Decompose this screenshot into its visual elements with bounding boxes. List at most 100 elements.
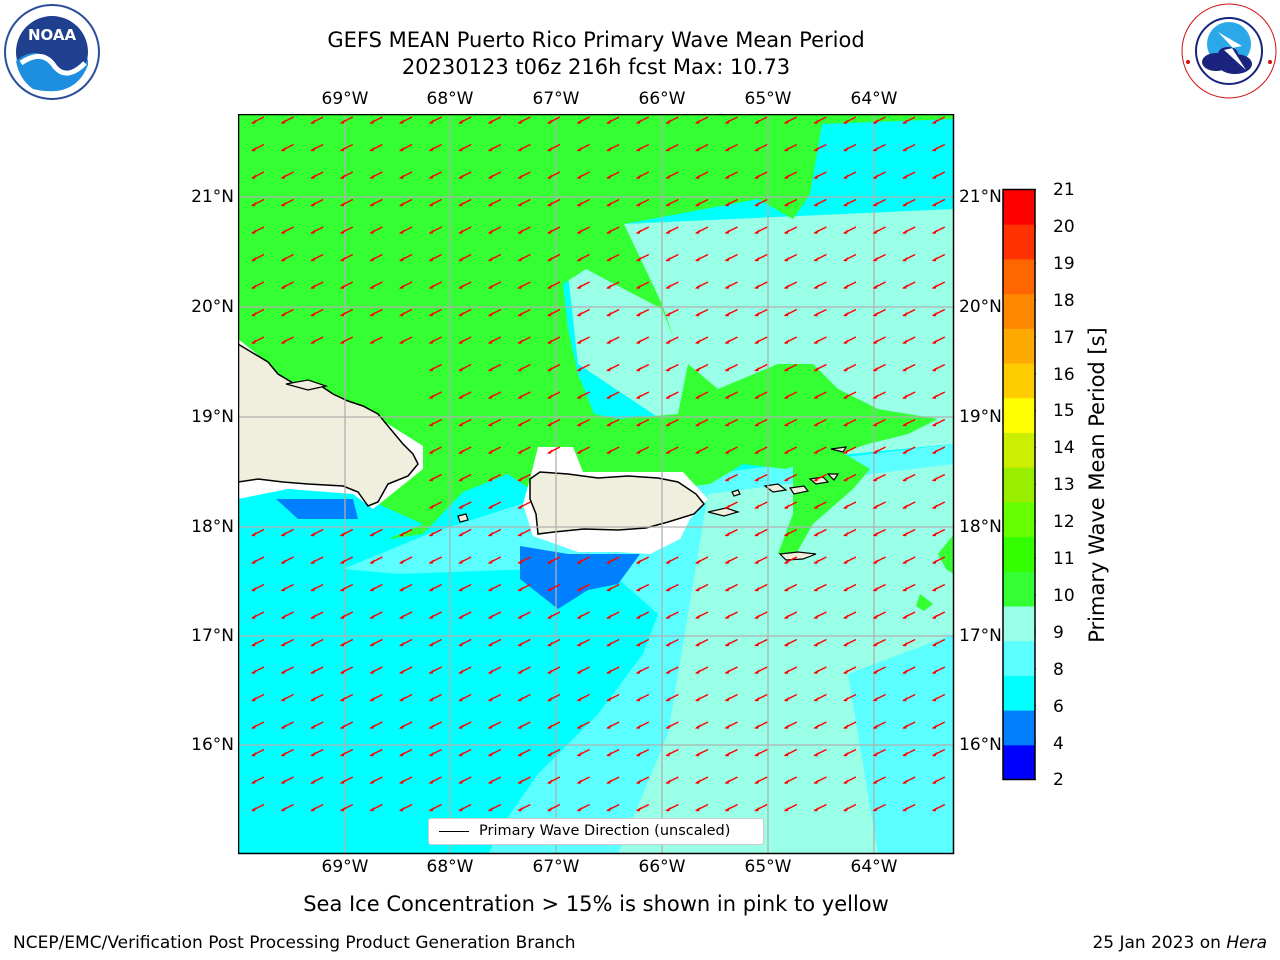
wave-direction-arrow xyxy=(399,748,413,757)
wave-direction-arrow xyxy=(606,308,620,317)
wave-direction-arrow xyxy=(813,501,827,509)
wave-direction-arrow xyxy=(902,611,916,619)
lat-right-tick: 17°N xyxy=(959,626,1001,646)
wave-direction-arrow xyxy=(872,528,886,537)
wave-direction-arrow xyxy=(280,198,294,207)
wave-direction-arrow xyxy=(635,143,650,152)
wave-direction-arrow xyxy=(576,803,590,812)
wave-direction-arrow xyxy=(783,391,798,399)
wave-direction-arrow xyxy=(310,638,324,647)
wave-direction-arrow xyxy=(576,583,590,592)
wave-direction-arrow xyxy=(339,528,354,537)
wave-direction-arrow xyxy=(399,638,413,647)
wave-direction-arrow xyxy=(369,556,383,564)
wave-direction-arrow xyxy=(813,528,827,537)
wave-direction-arrow xyxy=(280,721,294,729)
wave-direction-arrow xyxy=(635,171,650,179)
colorbar-tick-label: 19 xyxy=(1053,253,1075,274)
wave-direction-arrow xyxy=(872,143,886,152)
wave-direction-arrow xyxy=(458,693,472,702)
wave-direction-arrow xyxy=(783,776,798,784)
wave-direction-arrow xyxy=(576,391,590,399)
wave-direction-arrow xyxy=(754,638,768,647)
wave-direction-arrow xyxy=(399,583,413,592)
wave-direction-arrow xyxy=(310,528,324,537)
wave-direction-arrow xyxy=(695,363,709,372)
wave-direction-arrow xyxy=(783,198,798,207)
wave-direction-arrow xyxy=(754,253,768,262)
wave-direction-arrow xyxy=(872,473,886,482)
wave-direction-arrow xyxy=(635,748,650,757)
wave-direction-arrow xyxy=(339,803,354,812)
wave-direction-arrow xyxy=(428,446,442,454)
wave-direction-arrow xyxy=(902,171,916,179)
wave-direction-arrow xyxy=(399,253,413,262)
wave-direction-arrow xyxy=(635,418,650,427)
wave-direction-arrow xyxy=(813,391,827,399)
wave-direction-arrow xyxy=(251,171,265,179)
nws-logo-icon xyxy=(1180,2,1278,100)
wave-direction-arrow xyxy=(458,171,472,179)
wave-direction-arrow xyxy=(813,638,827,647)
wave-direction-arrow xyxy=(931,446,946,454)
wave-direction-arrow xyxy=(872,336,886,344)
footer-branch: NCEP/EMC/Verification Post Processing Pr… xyxy=(13,933,576,953)
wave-direction-arrow xyxy=(635,198,650,207)
wave-direction-arrow xyxy=(487,611,502,619)
colorbar-tick-label: 13 xyxy=(1053,475,1075,496)
wave-direction-arrow xyxy=(754,473,768,482)
wave-direction-arrow xyxy=(902,391,916,399)
wave-direction-arrow xyxy=(665,336,679,344)
colorbar-segment xyxy=(1003,536,1035,572)
wave-direction-arrow xyxy=(902,116,916,124)
wave-direction-arrow xyxy=(339,556,354,564)
wave-direction-arrow xyxy=(487,583,502,592)
wave-direction-arrow xyxy=(428,253,442,262)
lat-left-tick: 21°N xyxy=(191,187,234,207)
wave-direction-arrow xyxy=(517,198,531,207)
wave-direction-arrow xyxy=(872,253,886,262)
wave-direction-arrow xyxy=(251,776,265,784)
wave-direction-arrow xyxy=(547,748,561,757)
wave-direction-arrow xyxy=(724,748,738,757)
wave-direction-arrow xyxy=(931,583,946,592)
wave-direction-arrow xyxy=(369,116,383,124)
colorbar-segment xyxy=(1003,467,1035,503)
wave-direction-arrow xyxy=(695,611,709,619)
wave-direction-arrow xyxy=(547,391,561,399)
wave-direction-arrow xyxy=(665,391,679,399)
wave-direction-arrow xyxy=(487,336,502,344)
wave-direction-arrow xyxy=(724,473,738,482)
wave-direction-arrow xyxy=(902,501,916,509)
legend-label: Primary Wave Direction (unscaled) xyxy=(479,823,731,839)
wave-direction-arrow xyxy=(458,583,472,592)
wave-direction-arrow xyxy=(369,281,383,289)
wave-direction-arrow xyxy=(310,198,324,207)
wave-direction-arrow xyxy=(754,336,768,344)
wave-direction-arrow xyxy=(872,803,886,812)
wave-direction-arrow xyxy=(635,391,650,399)
wave-direction-arrow xyxy=(517,116,531,124)
wave-direction-arrow xyxy=(931,116,946,124)
wave-direction-arrow xyxy=(813,198,827,207)
wave-direction-arrow xyxy=(576,418,590,427)
wave-direction-arrow xyxy=(931,501,946,509)
wave-direction-arrow xyxy=(369,171,383,179)
wave-direction-arrow xyxy=(813,308,827,317)
wave-direction-arrow xyxy=(872,446,886,454)
wave-direction-arrow xyxy=(695,748,709,757)
wave-direction-arrow xyxy=(665,116,679,124)
lon-top-tick: 67°W xyxy=(532,89,580,109)
colorbar-segment xyxy=(1003,640,1035,676)
wave-direction-arrow xyxy=(872,501,886,509)
wave-direction-arrow xyxy=(251,198,265,207)
lon-top-tick: 64°W xyxy=(850,89,898,109)
lon-top-tick: 69°W xyxy=(321,89,369,109)
wave-direction-arrow xyxy=(576,308,590,317)
wave-direction-arrow xyxy=(695,143,709,152)
wave-direction-arrow xyxy=(458,776,472,784)
wave-direction-arrow xyxy=(280,171,294,179)
wave-direction-arrow xyxy=(724,336,738,344)
wave-direction-arrow xyxy=(843,611,857,619)
wave-direction-arrow xyxy=(754,803,768,812)
